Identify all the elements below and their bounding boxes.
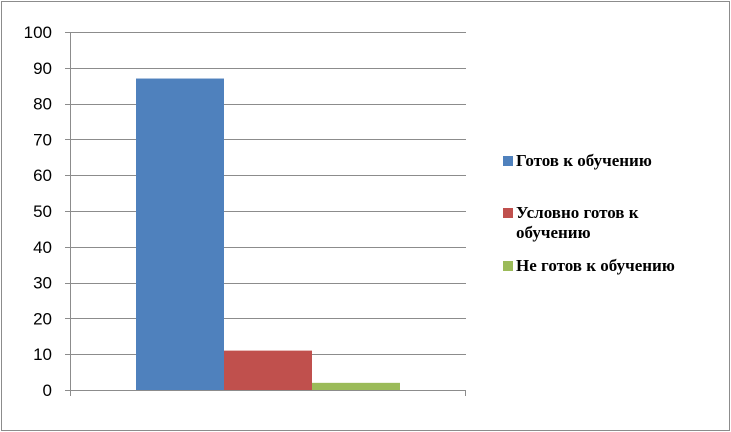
legend-label-1: Готов к обучению (516, 151, 652, 170)
y-tick-labels: 0 10 20 30 40 50 60 70 80 90 100 (24, 23, 52, 400)
bar-3 (312, 382, 400, 390)
y-tick-label-100: 100 (24, 23, 52, 42)
y-tick-label-20: 20 (33, 309, 52, 328)
y-tick-label-70: 70 (33, 130, 52, 149)
y-tick-label-60: 60 (33, 166, 52, 185)
y-tick-label-90: 90 (33, 59, 52, 78)
legend: Готов к обучению Условно готов к обучению Н… (503, 151, 675, 275)
gridlines (70, 32, 466, 355)
legend-swatch-1 (503, 156, 513, 166)
bars (136, 78, 400, 390)
y-tick-label-80: 80 (33, 95, 52, 114)
y-tick-label-50: 50 (33, 202, 52, 221)
legend-label-3: Не готов к обучению (516, 256, 675, 275)
y-tick-label-0: 0 (43, 381, 52, 400)
axes (65, 32, 466, 396)
bar-1 (136, 78, 224, 390)
y-tick-label-10: 10 (33, 345, 52, 364)
bar-2 (224, 350, 312, 390)
y-tick-label-40: 40 (33, 238, 52, 257)
legend-swatch-2 (503, 208, 513, 218)
legend-swatch-3 (503, 261, 513, 271)
legend-label-2: Условно готов к обучению (516, 203, 639, 242)
y-tick-label-30: 30 (33, 274, 52, 293)
